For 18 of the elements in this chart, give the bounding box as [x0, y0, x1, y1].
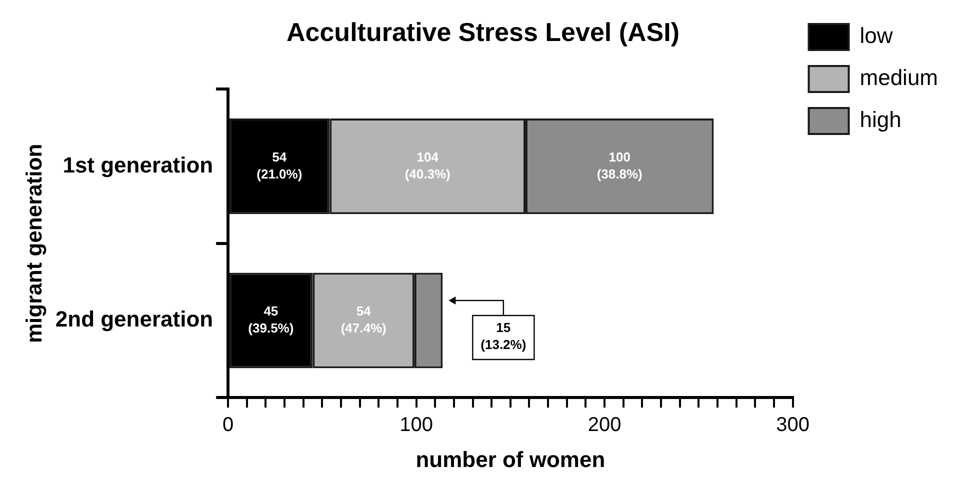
- x-tick-label: 0: [222, 414, 234, 436]
- data-label: 15 (13.2%): [480, 320, 526, 352]
- data-label: 100 (38.8%): [596, 149, 642, 182]
- legend-label: medium: [860, 65, 938, 90]
- x-tick-label: 100: [400, 414, 433, 436]
- chart-title: Acculturative Stress Level (ASI): [286, 16, 680, 47]
- data-label: 104 (40.3%): [404, 149, 450, 182]
- legend-label: high: [860, 107, 902, 132]
- y-tick-label: 1st generation: [62, 152, 214, 178]
- x-tick-label: 200: [588, 414, 622, 436]
- data-label: 54 (21.0%): [256, 149, 302, 182]
- legend-label: low: [860, 23, 893, 48]
- data-label: 45 (39.5%): [248, 304, 294, 336]
- x-axis-title: number of women: [416, 446, 606, 472]
- data-label: 54 (47.4%): [340, 304, 386, 336]
- y-tick-label: 2nd generation: [55, 306, 214, 332]
- x-tick-label: 300: [776, 414, 810, 436]
- y-axis-title: migrant generation: [21, 144, 46, 344]
